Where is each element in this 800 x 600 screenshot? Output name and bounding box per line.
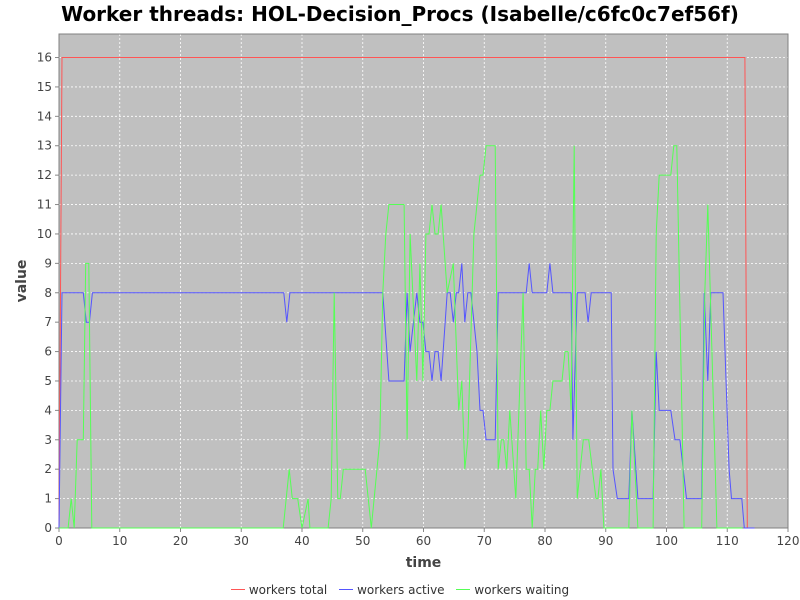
y-tick-label: 13	[37, 139, 52, 153]
x-tick-label: 120	[777, 534, 800, 548]
x-tick-label: 60	[416, 534, 431, 548]
y-tick-label: 2	[44, 462, 52, 476]
chart-title: Worker threads: HOL-Decision_Procs (Isab…	[61, 2, 739, 26]
y-tick-label: 16	[37, 51, 52, 65]
legend-swatch	[230, 589, 245, 590]
plot-border	[58, 33, 789, 529]
y-tick-label: 11	[37, 198, 52, 212]
y-tick-label: 5	[44, 374, 52, 388]
legend-swatch	[456, 589, 471, 590]
x-tick-label: 110	[716, 534, 739, 548]
x-tick-label: 70	[477, 534, 492, 548]
legend-label: workers waiting	[474, 582, 570, 597]
y-tick-label: 1	[44, 492, 52, 506]
legend-label: workers active	[357, 582, 445, 597]
series-line-workers-waiting	[59, 145, 743, 529]
y-axis-label: value	[14, 260, 30, 303]
y-tick-label: 9	[44, 256, 52, 270]
y-tick-label: 7	[44, 315, 52, 329]
legend-item-total: workers total	[230, 582, 328, 597]
legend-item-waiting: workers waiting	[456, 583, 569, 597]
legend: workers total workers active workers wai…	[0, 579, 800, 597]
x-axis-label: time	[406, 555, 442, 571]
series-line-workers-active	[58, 263, 755, 529]
x-tick-label: 90	[598, 534, 613, 548]
x-tick-label: 100	[655, 534, 678, 548]
y-tick-label: 3	[44, 433, 52, 447]
y-tick-label: 14	[37, 109, 52, 123]
x-tick-label: 50	[355, 534, 370, 548]
y-tick-label: 6	[44, 345, 52, 359]
x-tick-label: 80	[537, 534, 552, 548]
x-tick-label: 40	[294, 534, 309, 548]
y-tick-label: 10	[37, 227, 52, 241]
y-tick-label: 4	[44, 403, 52, 417]
y-tick-label: 15	[37, 80, 52, 94]
plot-area	[59, 34, 788, 528]
x-tick-label: 20	[173, 534, 188, 548]
y-tick-label: 12	[37, 168, 52, 182]
legend-label: workers total	[248, 582, 328, 597]
y-tick-label: 0	[44, 521, 52, 535]
legend-swatch	[339, 589, 354, 590]
y-tick-label: 8	[44, 286, 52, 300]
x-tick-label: 30	[234, 534, 249, 548]
x-tick-label: 10	[112, 534, 127, 548]
legend-item-active: workers active	[339, 582, 445, 597]
x-tick-label: 0	[55, 534, 63, 548]
